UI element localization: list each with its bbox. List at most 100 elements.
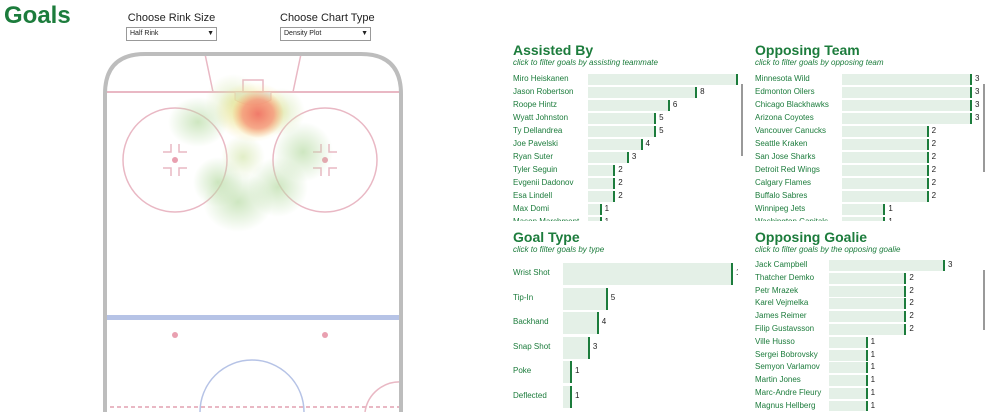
list-item[interactable]: Washington Capitals 1 <box>755 216 980 221</box>
list-item[interactable]: Detroit Red Wings 2 <box>755 164 980 177</box>
list-item[interactable]: Minnesota Wild 3 <box>755 73 980 86</box>
list-item-bar <box>588 165 616 176</box>
assisted-by-title: Assisted By <box>513 42 594 58</box>
opposing-team-scrollbar[interactable] <box>983 84 985 172</box>
list-item[interactable]: Deflected 1 <box>513 385 738 408</box>
list-item-bar <box>588 217 602 221</box>
list-item-value: 3 <box>948 260 953 269</box>
list-item[interactable]: Wyatt Johnston 5 <box>513 112 738 125</box>
list-item[interactable]: Vancouver Canucks 2 <box>755 125 980 138</box>
list-item-value: 1 <box>605 217 609 221</box>
list-item-bar <box>588 204 602 215</box>
list-item[interactable]: Petr Mrazek 2 <box>755 285 980 298</box>
list-item[interactable]: Marc-Andre Fleury 1 <box>755 387 980 400</box>
list-item[interactable]: Filip Gustavsson 2 <box>755 323 980 336</box>
list-item[interactable]: Jack Campbell 3 <box>755 259 980 272</box>
list-item-bar <box>588 113 657 124</box>
list-item-bar-end <box>613 178 616 189</box>
list-item-value: 2 <box>931 165 937 174</box>
list-item[interactable]: Winnipeg Jets 1 <box>755 203 980 216</box>
chart-type-control: Choose Chart Type Density Plot ▼ <box>280 12 375 41</box>
chart-type-select[interactable]: Density Plot ▼ <box>280 27 371 41</box>
list-item-label: Roope Hintz <box>513 100 558 109</box>
list-item-bar-end <box>865 336 868 348</box>
list-item-bar <box>588 87 698 98</box>
list-item-label: Ryan Suter <box>513 152 554 161</box>
list-item[interactable]: Magnus Hellberg 1 <box>755 400 980 411</box>
rink-size-select[interactable]: Half Rink ▼ <box>126 27 217 41</box>
list-item-bar <box>829 336 868 348</box>
list-item-value: 2 <box>618 178 623 187</box>
list-item[interactable]: Sergei Bobrovsky 1 <box>755 349 980 362</box>
list-item[interactable]: Semyon Varlamov 1 <box>755 361 980 374</box>
list-item[interactable]: Karel Vejmelka 2 <box>755 297 980 310</box>
list-item[interactable]: Ville Husso 1 <box>755 336 980 349</box>
list-item[interactable]: San Jose Sharks 2 <box>755 151 980 164</box>
list-item[interactable]: Max Domi 1 <box>513 203 738 216</box>
list-item[interactable]: Tyler Seguin 2 <box>513 164 738 177</box>
goal-type-panel: Goal Type click to filter goals by type <box>513 229 604 255</box>
list-item-value: 1 <box>888 204 893 213</box>
list-item-label: Chicago Blackhawks <box>755 100 829 109</box>
opposing-team-title: Opposing Team <box>755 42 860 58</box>
list-item-label: Deflected <box>513 390 547 400</box>
list-item-bar-end <box>904 298 907 310</box>
chart-type-value: Density Plot <box>284 30 322 37</box>
list-item[interactable]: Arizona Coyotes 3 <box>755 112 980 125</box>
list-item[interactable]: Mason Marchment1 <box>513 216 738 221</box>
rink-size-value: Half Rink <box>130 30 159 37</box>
list-item[interactable]: Ty Dellandrea 5 <box>513 125 738 138</box>
list-item-value: 1 <box>870 400 876 410</box>
list-item[interactable]: Poke 1 <box>513 360 738 383</box>
list-item[interactable]: Esa Lindell 2 <box>513 190 738 203</box>
list-item[interactable]: Chicago Blackhawks 3 <box>755 99 980 112</box>
list-item-label: Thatcher Demko <box>755 272 815 282</box>
list-item-bar <box>829 298 907 310</box>
list-item[interactable]: Miro Heiskanen11 <box>513 73 738 86</box>
list-item[interactable]: Evgenii Dadonov 2 <box>513 177 738 190</box>
list-item[interactable]: Joe Pavelski 4 <box>513 138 738 151</box>
list-item-bar-end <box>736 74 738 85</box>
page-title: Goals <box>4 2 71 29</box>
list-item-value: 3 <box>975 87 980 96</box>
list-item[interactable]: Calgary Flames 2 <box>755 177 980 190</box>
rink-density-plot[interactable] <box>103 52 403 412</box>
list-item[interactable]: Wrist Shot 19 <box>513 262 738 285</box>
opposing-team-list: Minnesota Wild 3 Edmonton Oilers 3 Chicago B… <box>755 73 980 221</box>
list-item-bar <box>829 324 907 335</box>
list-item-bar <box>563 336 590 359</box>
list-item-bar <box>563 287 608 310</box>
list-item[interactable]: Buffalo Sabres 2 <box>755 190 980 203</box>
assisted-by-scrollbar[interactable] <box>741 84 743 156</box>
list-item[interactable]: Backhand 4 <box>513 311 738 334</box>
list-item-bar-end <box>613 191 616 202</box>
list-item-bar-end <box>599 217 602 221</box>
list-item[interactable]: Tip-In 5 <box>513 287 738 310</box>
list-item[interactable]: Thatcher Demko 2 <box>755 272 980 285</box>
list-item-label: Tip-In <box>513 292 534 302</box>
list-item[interactable]: Edmonton Oilers 3 <box>755 86 980 99</box>
list-item-bar <box>563 385 572 408</box>
list-item[interactable]: Roope Hintz 6 <box>513 99 738 112</box>
list-item[interactable]: Seattle Kraken 2 <box>755 138 980 151</box>
list-item-value: 1 <box>870 336 876 346</box>
list-item-label: Minnesota Wild <box>755 74 810 83</box>
list-item[interactable]: James Reimer 2 <box>755 310 980 323</box>
list-item[interactable]: Martin Jones 1 <box>755 374 980 387</box>
list-item[interactable]: Jason Robertson 8 <box>513 86 738 99</box>
list-item-bar-end <box>626 152 629 163</box>
list-item-bar-end <box>865 388 868 399</box>
list-item-label: Joe Pavelski <box>513 139 558 148</box>
list-item-bar-end <box>904 324 907 335</box>
list-item[interactable]: Snap Shot 3 <box>513 336 738 359</box>
list-item-bar <box>588 126 657 137</box>
list-item[interactable]: Ryan Suter 3 <box>513 151 738 164</box>
list-item-value: 2 <box>909 298 914 308</box>
opposing-goalie-scrollbar[interactable] <box>983 270 985 330</box>
list-item-label: Mason Marchment <box>513 217 603 221</box>
list-item-bar-end <box>613 165 616 176</box>
list-item-label: James Reimer <box>755 311 807 321</box>
list-item-label: Magnus Hellberg <box>755 400 816 410</box>
list-item-bar-end <box>587 336 590 359</box>
list-item-bar-end <box>865 375 868 387</box>
